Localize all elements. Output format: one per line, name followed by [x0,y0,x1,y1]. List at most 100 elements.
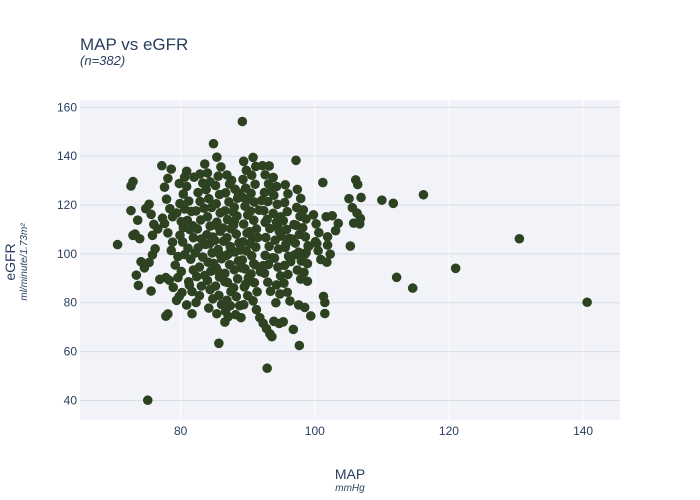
scatter-point [252,232,263,243]
scatter-point [260,250,270,261]
scatter-point [311,219,321,229]
scatter-point [188,232,199,243]
scatter-point [272,199,283,210]
scatter-point [187,308,197,319]
scatter-point [214,290,224,301]
scatter-point [302,276,313,287]
data-points [112,116,592,406]
scatter-point [260,217,270,228]
scatter-point [299,267,309,278]
scatter-point [267,253,278,263]
scatter-point [229,216,240,226]
scatter-point [157,160,167,171]
scatter-point [168,282,179,293]
scatter-point [202,211,213,222]
scatter-point [218,236,229,246]
scatter-point [174,178,185,189]
scatter-point [289,219,299,230]
scatter-point [190,248,201,258]
scatter-point [249,277,260,288]
scatter-point [220,276,230,287]
chart-subtitle: (n=382) [80,53,125,68]
scatter-point [325,249,336,259]
y-tick-label: 140 [57,149,77,163]
scatter-point [187,221,198,231]
scatter-point [231,229,242,239]
scatter-point [215,250,225,260]
scatter-point [191,271,202,282]
scatter-point [268,172,278,183]
scatter-point [261,232,271,243]
scatter-point [189,172,199,182]
scatter-point [320,297,330,308]
y-tick-label: 160 [57,100,77,114]
scatter-point [210,220,221,230]
y-tick-label: 120 [57,198,77,212]
scatter-point [226,175,237,186]
scatter-point [320,308,330,319]
x-tick-label: 120 [439,424,459,438]
y-axis-title: eGFR [2,243,18,280]
scatter-point [265,286,276,297]
scatter-point [246,170,257,181]
scatter-point [220,206,230,216]
scatter-point [283,269,293,280]
scatter-point [254,205,264,215]
scatter-point [208,232,218,242]
scatter-point [175,230,185,241]
scatter-point [248,215,259,225]
scatter-point [208,138,219,149]
scatter-point [248,258,259,269]
scatter-point [181,181,192,192]
scatter-point [250,179,260,190]
scatter-point [166,245,177,256]
scatter-point [235,245,246,255]
scatter-point [297,222,308,233]
scatter-point [279,197,290,208]
scatter-point [318,177,328,188]
scatter-point [144,199,154,210]
scatter-point [271,297,281,308]
scatter-point [283,189,293,199]
scatter-point [305,311,316,321]
scatter-point [238,299,249,310]
scatter-point [232,274,243,284]
y-tick-label: 80 [64,296,78,310]
scatter-point [181,166,192,177]
y-tick-label: 40 [64,393,78,407]
scatter-point [203,193,214,204]
scatter-point [356,192,366,203]
scatter-point [220,268,230,279]
scatter-point [391,272,402,283]
scatter-point [514,233,525,244]
scatter-point [212,265,223,276]
scatter-point [388,198,399,209]
scatter-point [582,297,592,308]
scatter-point [220,188,231,198]
x-tick-label: 80 [174,424,188,438]
scatter-point [223,249,234,259]
scatter-point [191,206,201,216]
scatter-point [354,219,365,229]
scatter-point [330,225,341,236]
scatter-point [295,193,306,204]
scatter-point [264,161,274,171]
scatter-point [133,280,144,291]
scatter-point [344,193,354,204]
scatter-point [262,363,272,374]
x-tick-labels: 80 100 120 140 [174,424,593,438]
scatter-point [256,195,267,206]
plot-area [80,100,620,420]
scatter-point [177,287,187,298]
scatter-point [244,226,255,237]
scatter-point [159,182,170,193]
scatter-point [248,295,258,306]
scatter-point [167,237,178,247]
scatter-point [181,300,192,310]
scatter-point [233,188,244,198]
scatter-point [248,152,258,163]
scatter-point [282,287,293,298]
scatter-point [301,247,311,258]
scatter-point [281,224,292,235]
scatter-point [352,179,363,190]
